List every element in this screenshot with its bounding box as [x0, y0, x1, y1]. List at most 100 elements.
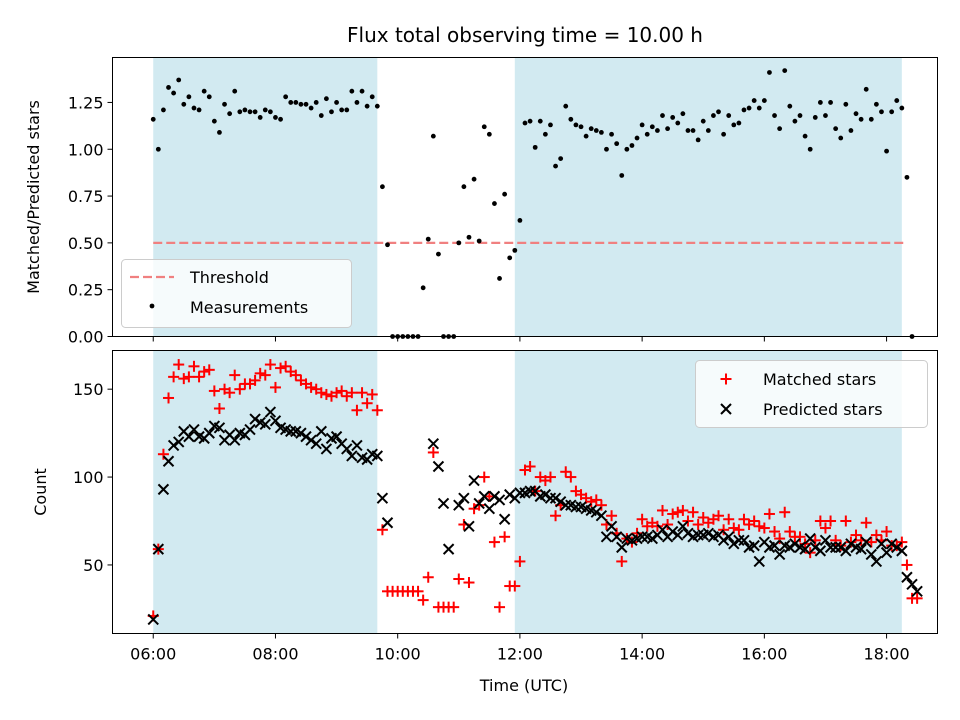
matched-star-point	[509, 580, 521, 592]
predicted-star-point-b	[315, 425, 328, 438]
matched-star-point	[203, 364, 215, 376]
matched-star-point	[763, 508, 775, 520]
matched-star-point	[315, 387, 327, 399]
predicted-star-point	[595, 510, 608, 522]
matched-star-point	[896, 536, 908, 548]
predicted-star-point	[722, 531, 735, 543]
predicted-star-point	[717, 534, 730, 547]
matched-star-point	[825, 515, 837, 527]
legend-predicted-swatch	[720, 403, 732, 415]
measurement-point	[293, 100, 299, 105]
predicted-star-point-b	[463, 520, 475, 532]
count-x-axis-label: Time (UTC)	[479, 676, 568, 695]
predicted-star-point-b	[162, 455, 175, 467]
measurement-point	[537, 118, 543, 124]
ratio-x-ticks	[152, 336, 888, 342]
count-x-axis: 06:00 08:00 10:00 12:00 14:00 16:00 18:00	[130, 633, 910, 664]
predicted-star-point-b	[453, 499, 465, 511]
predicted-star-point-b	[672, 529, 684, 541]
measurement-point	[471, 176, 477, 182]
predicted-star-point	[865, 548, 878, 561]
matched-star-point	[366, 388, 378, 400]
predicted-star-point	[896, 545, 908, 557]
measurement-point	[150, 116, 156, 122]
predicted-star-point	[172, 436, 185, 448]
x-tick-label: 14:00	[619, 645, 665, 664]
predicted-star-point-b	[376, 492, 389, 504]
predicted-star-point-b	[799, 543, 811, 555]
predicted-star-point-b	[300, 430, 312, 443]
predicted-star-point	[244, 423, 256, 436]
predicted-star-point	[682, 527, 694, 540]
predicted-star-point-b	[366, 448, 378, 460]
measurement-point	[313, 100, 319, 105]
measurement-point	[155, 146, 161, 152]
predicted-star-point-b	[824, 541, 837, 554]
predicted-star-point	[829, 541, 842, 554]
predicted-star-point	[656, 524, 669, 536]
measurement-point	[879, 109, 884, 115]
matched-star-point	[290, 369, 302, 381]
matched-star-point	[178, 373, 190, 385]
matched-star-point	[499, 531, 511, 543]
measurement-point	[242, 107, 248, 113]
matched-star-point	[488, 536, 500, 548]
matched-star-point	[682, 515, 694, 527]
matched-star-point	[865, 536, 877, 548]
predicted-star-point-b	[310, 437, 322, 450]
predicted-star-point-b	[748, 539, 760, 552]
matched-star-point	[651, 520, 663, 532]
measurement-point	[655, 128, 660, 133]
matched-star-point	[692, 519, 704, 531]
ratio-legend: Threshold Measurements	[121, 259, 352, 328]
matched-star-point	[631, 527, 643, 539]
matched-star-point	[259, 369, 271, 381]
legend-predicted-marker	[720, 403, 732, 415]
predicted-star-point-b	[152, 543, 165, 555]
predicted-star-point	[341, 443, 353, 455]
measurement-point	[339, 107, 345, 113]
measurement-point	[884, 148, 889, 154]
measurement-point	[522, 120, 528, 126]
measurement-point	[695, 137, 701, 143]
measurement-point	[858, 116, 864, 122]
matched-star-point	[677, 504, 689, 516]
predicted-star-point-b	[722, 531, 735, 543]
measurement-point	[206, 94, 212, 100]
predicted-star-point-b	[814, 545, 827, 557]
matched-star-point	[667, 508, 679, 520]
measurement-point	[802, 133, 808, 139]
predicted-star-point	[753, 555, 765, 568]
y-tick-label: 50	[83, 556, 103, 575]
legend-predicted-label: Predicted stars	[763, 400, 883, 419]
measurement-point	[298, 101, 304, 107]
predicted-star-point	[789, 538, 801, 550]
predicted-star-point-b	[753, 555, 765, 568]
measurement-point	[181, 101, 187, 107]
measurement-point	[247, 109, 253, 115]
matched-star-point	[769, 526, 781, 538]
matched-star-point	[422, 571, 434, 583]
measurement-point	[588, 126, 594, 132]
predicted-star-point-b	[432, 460, 445, 473]
predicted-star-point-b	[295, 427, 307, 439]
predicted-star-point	[203, 427, 215, 439]
predicted-star-point-b	[779, 539, 791, 552]
measurement-point	[288, 100, 294, 105]
measurement-point	[670, 115, 676, 120]
measurement-point	[497, 276, 502, 281]
measurement-point	[211, 118, 217, 124]
matched-star-point	[208, 385, 220, 397]
measurement-point	[232, 88, 238, 94]
predicted-star-point-b	[728, 538, 740, 550]
measurement-point	[267, 109, 273, 115]
predicted-star-point-b	[712, 529, 725, 541]
ratio-y-axis-label: Matched/Predicted stars	[24, 100, 43, 294]
matched-star-point	[672, 506, 684, 518]
measurement-point	[726, 113, 732, 118]
predicted-star-point-b	[621, 532, 633, 545]
legend-threshold-label: Threshold	[189, 268, 269, 287]
matched-star-point	[346, 387, 358, 399]
matched-star-point	[657, 504, 668, 516]
predicted-star-point	[554, 495, 567, 508]
